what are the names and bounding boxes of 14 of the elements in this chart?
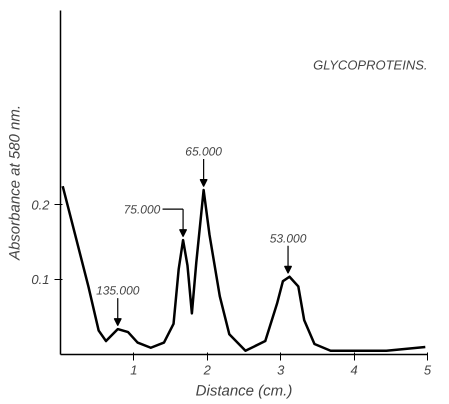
annotation: GLYCOPROTEINS. xyxy=(313,57,428,72)
annotation: 65.000 xyxy=(185,144,222,159)
x-tick-label: 5 xyxy=(424,362,432,378)
annotation: 53.000 xyxy=(270,231,307,246)
x-tick-label: 3 xyxy=(277,362,286,378)
x-axis-title: Distance (cm.) xyxy=(196,382,292,400)
x-tick-label: 2 xyxy=(202,362,212,378)
x-tick-label: 1 xyxy=(130,362,138,378)
y-axis-title: Absorbance at 580 nm. xyxy=(6,104,24,262)
annotation: 135.000 xyxy=(96,284,140,298)
y-tick-label: 0.2 xyxy=(31,197,50,212)
x-tick-label: 4 xyxy=(350,362,358,378)
y-tick-label: 0.1 xyxy=(31,272,50,288)
annotation: 75.000 xyxy=(124,202,161,217)
